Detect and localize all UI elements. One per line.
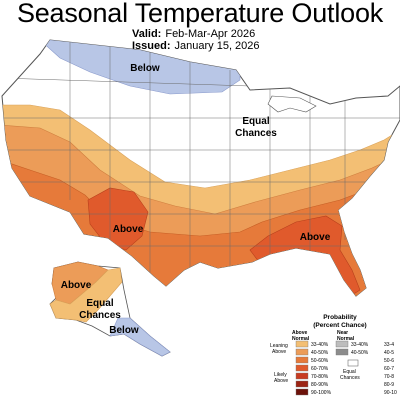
legend-likely-1: Likely [274,372,287,378]
label-chances-1: Chances [235,128,277,139]
legend-cut-range: 40-5 [384,350,394,356]
legend-equal-2: Chances [340,375,360,381]
legend-above-range: 90-100% [311,390,332,396]
legend-above-swatch [295,348,309,356]
legend-leaning-1: Leaning [270,343,288,349]
legend-leaning-2: Above [272,349,286,355]
legend-cut-range: 50-6 [384,358,394,364]
label-above-se: Above [300,232,331,243]
label-equal-1: Equal [242,116,269,127]
legend-equal-swatch [347,359,359,367]
legend-col-above-2: Normal [292,336,310,342]
legend-title-2: (Percent Chance) [313,322,366,329]
valid-label: Valid: [132,28,162,40]
legend-cut-range: 70-8 [384,374,394,380]
legend-above-range: 33-40% [311,342,329,348]
label-chances-ak: Chances [79,310,121,321]
legend-col-near-2: Normal [337,336,355,342]
legend-above-swatch [295,388,309,396]
legend-above-range: 80-90% [311,382,329,388]
label-below-north: Below [130,63,160,74]
legend-near-bins: 33-40% 40-50% [335,340,369,356]
legend-near-swatch [335,348,349,356]
label-above-sw: Above [113,224,144,235]
legend-above-range: 60-70% [311,366,329,372]
legend-near-swatch [335,340,349,348]
legend-above-swatch [295,364,309,372]
label-below-ak: Below [109,325,139,336]
legend-near-range: 40-50% [351,350,369,356]
legend-cut-range: 90-10 [384,390,397,396]
alaska-below-33-40 [109,317,171,357]
legend-above-swatch [295,372,309,380]
legend-near-range: 33-40% [351,342,369,348]
valid-value: Feb-Mar-Apr 2026 [165,28,256,40]
legend-above-swatch [295,380,309,388]
great-lakes [267,95,317,113]
legend-cut-range: 33-4 [384,342,394,348]
alaska-inset: Above Equal Chances Below [49,261,171,357]
legend-above-bins: 33-40% 40-50% 50-60% 60-70% 70-80% 80-90% 90-1… [295,340,332,396]
legend-likely-2: Above [274,378,288,384]
label-above-ak: Above [61,280,92,291]
legend-above-range: 70-80% [311,374,329,380]
issued-line: Issued: January 15, 2026 [132,40,260,52]
legend-cut-range: 60-7 [384,366,394,372]
legend-cut-range: 80-9 [384,382,394,388]
issued-label: Issued: [132,40,171,52]
issued-value: January 15, 2026 [174,40,260,52]
legend-title-1: Probability [323,314,357,321]
alaska-above-33-40 [49,267,123,323]
page-title: Seasonal Temperature Outlook [16,0,384,28]
legend-col-above-1: Above [292,330,308,336]
legend-above-range: 40-50% [311,350,329,356]
legend: Probability (Percent Chance) Above Norma… [268,314,397,400]
legend-equal-1: Equal [343,369,356,375]
legend-above-swatch [295,356,309,364]
legend-above-swatch [295,340,309,348]
label-equal-ak: Equal [86,298,113,309]
legend-background [268,320,396,400]
legend-cut-bins: 33-4 40-5 50-6 60-7 70-8 80-9 90-10 [384,342,397,396]
legend-above-range: 50-60% [311,358,329,364]
valid-line: Valid: Feb-Mar-Apr 2026 [132,28,255,40]
legend-col-near-1: Near [337,330,348,336]
above-region-60-70-sw [87,187,149,251]
